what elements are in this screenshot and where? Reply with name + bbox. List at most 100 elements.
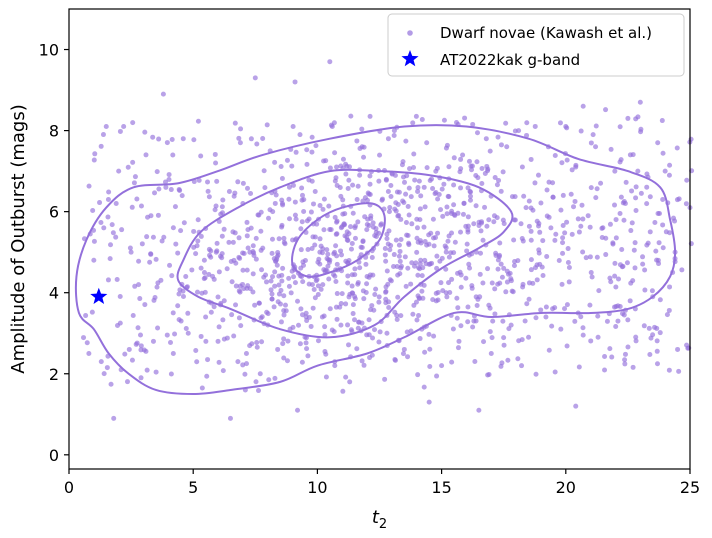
dwarf-nova-point bbox=[279, 201, 285, 206]
dwarf-nova-point bbox=[309, 134, 315, 140]
dwarf-nova-point bbox=[104, 365, 110, 371]
dwarf-nova-point bbox=[326, 203, 332, 209]
dwarf-nova-point bbox=[243, 351, 249, 357]
dwarf-nova-point bbox=[302, 334, 308, 340]
dwarf-nova-point bbox=[528, 156, 534, 162]
dwarf-nova-point bbox=[595, 334, 601, 340]
dwarf-nova-point bbox=[579, 202, 585, 208]
dwarf-nova-point bbox=[282, 302, 288, 308]
dwarf-nova-point bbox=[489, 280, 495, 286]
dwarf-nova-point bbox=[404, 173, 410, 179]
dwarf-nova-point bbox=[655, 211, 661, 216]
dwarf-nova-point bbox=[349, 240, 355, 246]
dwarf-nova-point bbox=[345, 238, 351, 244]
dwarf-nova-point bbox=[237, 140, 243, 146]
dwarf-nova-point bbox=[352, 294, 358, 300]
dwarf-nova-point bbox=[236, 235, 242, 241]
dwarf-nova-point bbox=[654, 325, 660, 331]
dwarf-nova-point bbox=[621, 217, 627, 223]
dwarf-nova-point bbox=[293, 149, 299, 155]
dwarf-nova-point bbox=[357, 265, 363, 271]
dwarf-nova-point bbox=[261, 168, 267, 174]
dwarf-nova-point bbox=[391, 128, 397, 134]
dwarf-nova-point bbox=[411, 165, 417, 171]
dwarf-nova-point bbox=[444, 142, 450, 148]
dwarf-nova-point bbox=[348, 224, 354, 230]
dwarf-nova-point bbox=[660, 196, 666, 202]
dwarf-nova-point bbox=[327, 165, 333, 171]
dwarf-nova-point bbox=[216, 324, 222, 330]
dwarf-nova-point bbox=[667, 162, 673, 168]
dwarf-nova-point bbox=[278, 163, 284, 169]
dwarf-nova-point bbox=[349, 283, 355, 289]
dwarf-nova-point bbox=[641, 323, 647, 329]
dwarf-nova-point bbox=[240, 281, 246, 287]
dwarf-nova-point bbox=[304, 318, 310, 324]
dwarf-nova-point bbox=[302, 257, 308, 263]
dwarf-nova-point bbox=[242, 371, 248, 377]
dwarf-nova-point bbox=[458, 229, 463, 235]
dwarf-nova-point bbox=[286, 275, 292, 281]
dwarf-nova-point bbox=[129, 204, 135, 210]
dwarf-nova-point bbox=[166, 176, 172, 182]
dwarf-nova-point bbox=[211, 276, 217, 282]
dwarf-nova-point bbox=[295, 298, 301, 304]
dwarf-nova-point bbox=[153, 369, 159, 375]
dwarf-nova-point bbox=[301, 262, 307, 268]
dwarf-nova-point bbox=[482, 170, 488, 176]
dwarf-nova-point bbox=[352, 235, 358, 241]
dwarf-nova-point bbox=[269, 291, 275, 297]
dwarf-nova-point bbox=[647, 352, 653, 358]
dwarf-nova-point bbox=[292, 199, 298, 205]
dwarf-nova-point bbox=[676, 368, 682, 374]
dwarf-nova-point bbox=[408, 281, 414, 287]
dwarf-nova-point bbox=[299, 197, 305, 203]
dwarf-nova-point bbox=[477, 294, 483, 300]
dwarf-nova-point bbox=[189, 267, 195, 273]
dwarf-nova-point bbox=[205, 179, 211, 185]
at2022kak-star-point bbox=[90, 287, 108, 305]
dwarf-nova-point bbox=[292, 267, 298, 273]
dwarf-nova-point bbox=[660, 150, 666, 156]
dwarf-nova-point bbox=[366, 191, 372, 197]
dwarf-nova-point bbox=[408, 328, 414, 334]
dwarf-nova-point bbox=[310, 221, 316, 227]
dwarf-nova-point bbox=[602, 354, 608, 360]
dwarf-nova-point bbox=[492, 286, 498, 292]
dwarf-nova-point bbox=[306, 273, 312, 279]
dwarf-nova-point bbox=[205, 188, 211, 194]
dwarf-nova-point bbox=[534, 262, 540, 268]
dwarf-nova-point bbox=[129, 357, 135, 363]
dwarf-nova-point bbox=[649, 288, 655, 294]
dwarf-nova-point bbox=[443, 290, 449, 296]
dwarf-nova-point bbox=[612, 304, 618, 310]
dwarf-nova-point bbox=[281, 336, 287, 342]
dwarf-nova-point bbox=[386, 228, 392, 234]
dwarf-nova-point bbox=[477, 271, 483, 277]
dwarf-nova-point bbox=[168, 371, 174, 377]
dwarf-nova-point bbox=[91, 157, 97, 163]
contour-middle bbox=[176, 168, 514, 339]
dwarf-nova-point bbox=[86, 350, 92, 356]
dwarf-nova-point bbox=[549, 323, 555, 329]
dwarf-nova-point bbox=[280, 265, 286, 271]
dwarf-nova-point bbox=[632, 240, 638, 246]
dwarf-nova-point bbox=[451, 182, 457, 188]
dwarf-nova-point bbox=[377, 128, 383, 134]
dwarf-nova-point bbox=[331, 120, 337, 126]
dwarf-nova-point bbox=[405, 203, 411, 209]
dwarf-nova-point bbox=[558, 326, 564, 332]
y-tick-label: 4 bbox=[49, 284, 59, 303]
dwarf-nova-point bbox=[599, 234, 605, 240]
dwarf-nova-point bbox=[484, 163, 490, 169]
dwarf-nova-point bbox=[446, 176, 452, 182]
dwarf-nova-point bbox=[396, 337, 402, 343]
dwarf-nova-point bbox=[420, 295, 426, 301]
dwarf-nova-point bbox=[201, 257, 207, 263]
dwarf-nova-point bbox=[528, 237, 534, 243]
dwarf-nova-point bbox=[254, 340, 260, 346]
dwarf-nova-point bbox=[339, 291, 345, 297]
dwarf-nova-point bbox=[340, 156, 346, 162]
dwarf-nova-point bbox=[565, 260, 571, 266]
dwarf-nova-point bbox=[90, 207, 96, 213]
